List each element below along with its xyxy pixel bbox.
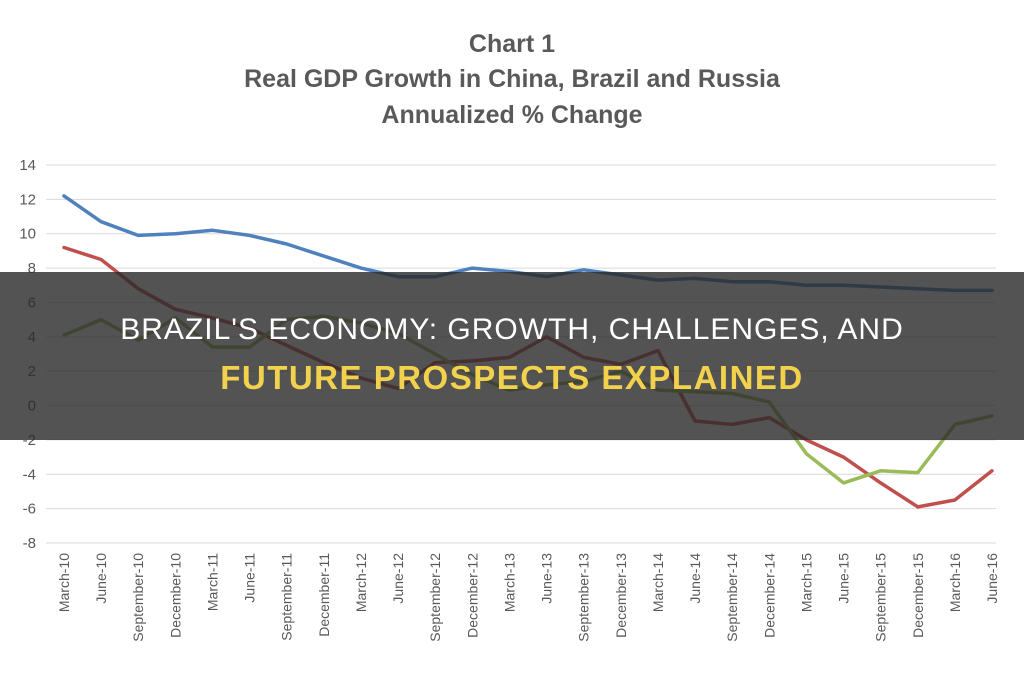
chart-title-line: Annualized % Change (381, 101, 642, 129)
chart-title-group: Chart 1 Real GDP Growth in China, Brazil… (244, 30, 781, 129)
headline-line-1: BRAZIL'S ECONOMY: GROWTH, CHALLENGES, AN… (120, 313, 904, 346)
y-tick-label: -4 (23, 466, 36, 483)
x-tick-label: September-11 (279, 553, 295, 641)
x-tick-label: June-11 (242, 553, 258, 603)
x-tick-label: March-15 (798, 553, 814, 612)
x-tick-label: December-12 (464, 553, 480, 638)
y-tick-label: 14 (19, 157, 36, 174)
x-tick-label: June-14 (687, 553, 703, 604)
x-tick-label: March-11 (204, 553, 220, 611)
x-tick-label: June-12 (390, 553, 406, 604)
x-tick-label: June-15 (836, 553, 852, 604)
x-tick-label: December-14 (761, 553, 777, 638)
x-tick-label: December-11 (316, 553, 332, 637)
x-tick-label: March-12 (353, 553, 369, 612)
x-tick-label: March-13 (501, 553, 517, 612)
x-tick-label: December-13 (613, 553, 629, 638)
x-tick-label: June-13 (539, 553, 555, 604)
x-tick-label: September-13 (576, 553, 592, 642)
x-tick-label: March-10 (56, 553, 72, 612)
y-tick-label: 8 (28, 260, 36, 277)
x-tick-label: September-12 (427, 553, 443, 642)
x-tick-label: September-10 (130, 553, 146, 642)
x-axis-ticks: March-10 June-10 September-10 December-10 Ma… (56, 553, 1000, 642)
headline-line-2: FUTURE PROSPECTS EXPLAINED (220, 359, 804, 396)
y-tick-label: -6 (23, 501, 36, 518)
x-tick-label: December-10 (167, 553, 183, 638)
headline-banner: BRAZIL'S ECONOMY: GROWTH, CHALLENGES, AN… (0, 272, 1024, 440)
x-tick-label: September-15 (873, 553, 889, 642)
y-tick-label: 12 (19, 191, 36, 208)
chart-title-line: Real GDP Growth in China, Brazil and Rus… (244, 65, 781, 93)
y-tick-label: -8 (23, 535, 36, 552)
y-tick-label: 10 (19, 226, 36, 243)
x-tick-label: September-14 (724, 553, 740, 642)
x-tick-label: June-16 (984, 553, 1000, 604)
x-tick-label: March-14 (650, 553, 666, 612)
x-tick-label: June-10 (93, 553, 109, 604)
chart-title-line: Chart 1 (469, 30, 555, 58)
x-tick-label: December-15 (910, 553, 926, 638)
x-tick-label: March-16 (947, 553, 963, 612)
